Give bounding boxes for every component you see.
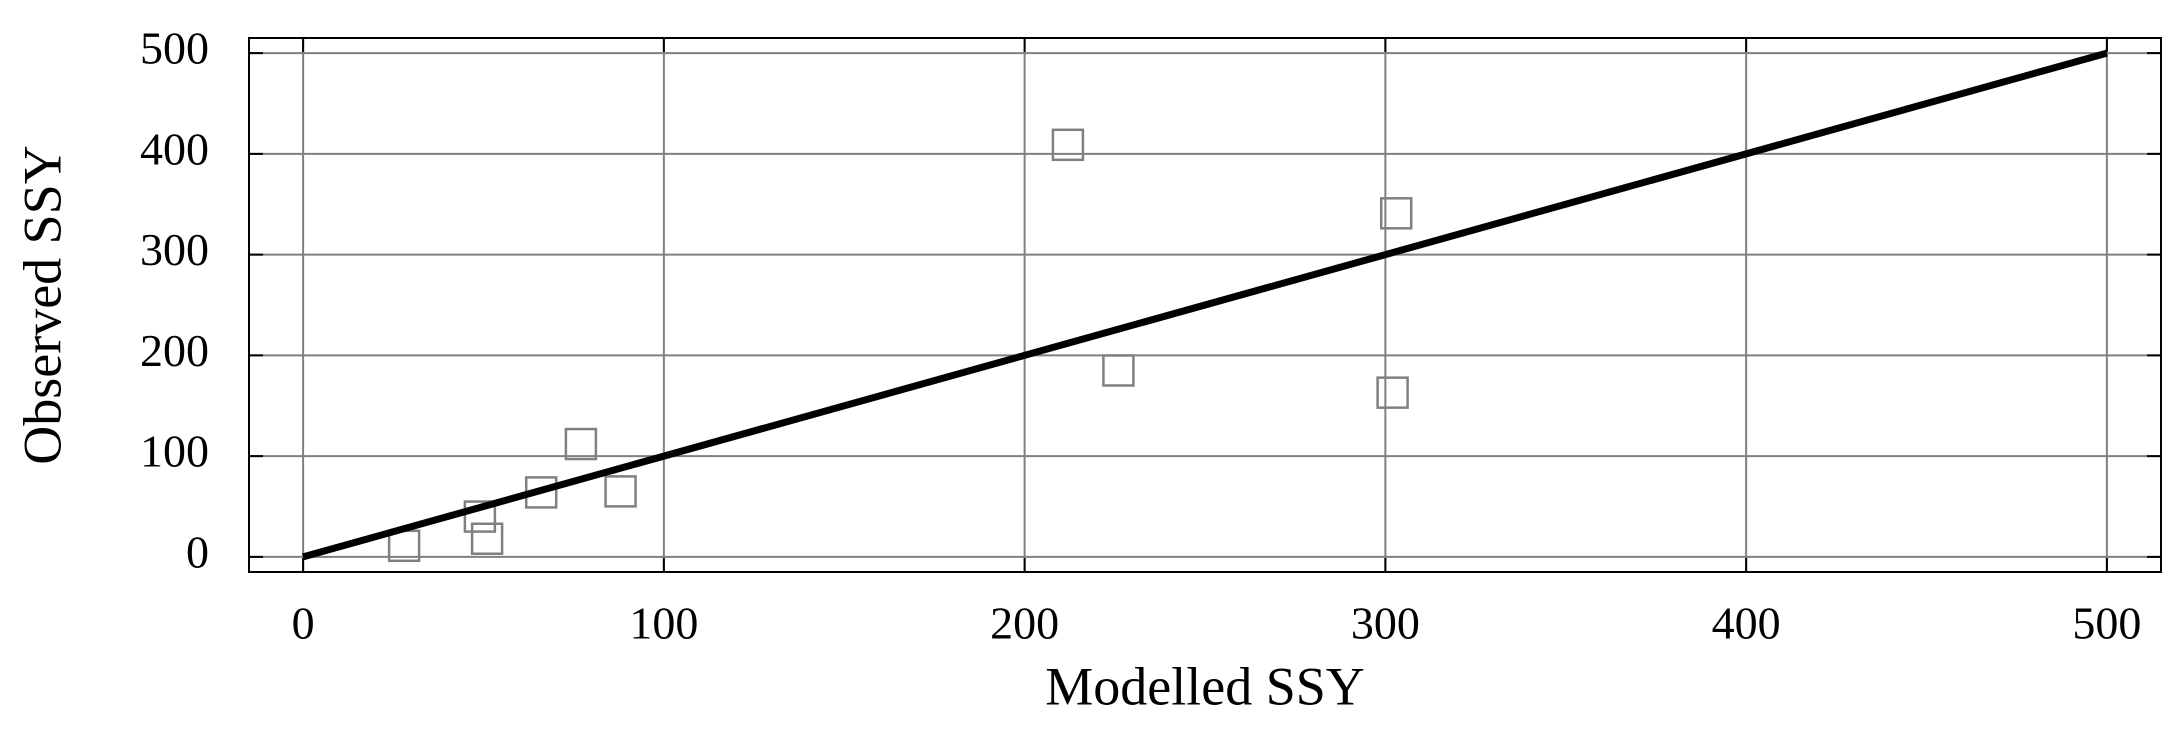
marker xyxy=(1102,354,1135,387)
x-tick-label: 300 xyxy=(1351,598,1420,649)
y-tick-label: 0 xyxy=(186,526,209,577)
x-tick-label: 100 xyxy=(629,598,698,649)
marker xyxy=(564,427,598,461)
x-tick-label: 200 xyxy=(990,598,1059,649)
x-tick-label: 400 xyxy=(1712,598,1781,649)
y-tick-label: 400 xyxy=(140,123,209,174)
y-axis-label: Observed SSY xyxy=(12,145,72,465)
y-tick-label: 300 xyxy=(140,224,209,275)
fit-line xyxy=(302,49,2108,561)
marker xyxy=(470,522,504,556)
x-tick-label: 0 xyxy=(292,598,315,649)
marker xyxy=(604,475,637,508)
marker xyxy=(1376,376,1409,409)
y-tick-label: 500 xyxy=(140,23,209,74)
marker xyxy=(1051,128,1085,162)
y-tick-label: 200 xyxy=(140,325,209,376)
marker xyxy=(1379,197,1413,230)
plot-frame xyxy=(248,37,2162,573)
x-tick-label: 500 xyxy=(2072,598,2141,649)
x-axis-label: Modelled SSY xyxy=(1045,656,1365,716)
y-tick-label: 100 xyxy=(140,426,209,477)
marker xyxy=(463,500,497,533)
